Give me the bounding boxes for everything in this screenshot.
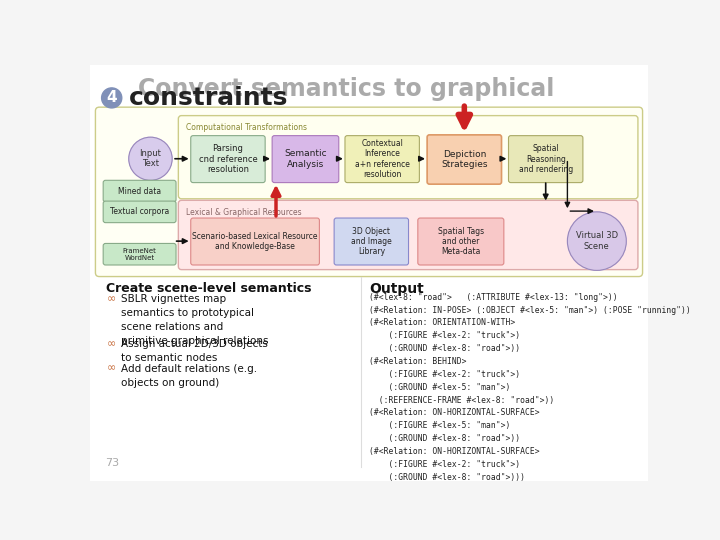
Text: Output: Output xyxy=(369,282,424,296)
Text: Create scene-level semantics: Create scene-level semantics xyxy=(106,282,311,295)
Text: Convert semantics to graphical: Convert semantics to graphical xyxy=(138,77,554,101)
Text: Add default relations (e.g.
objects on ground): Add default relations (e.g. objects on g… xyxy=(121,363,257,388)
FancyBboxPatch shape xyxy=(508,136,583,183)
FancyBboxPatch shape xyxy=(87,62,651,484)
FancyBboxPatch shape xyxy=(427,135,502,184)
FancyBboxPatch shape xyxy=(191,218,320,265)
Text: ∞: ∞ xyxy=(107,294,117,304)
Text: Computational Transformations: Computational Transformations xyxy=(186,123,307,132)
FancyBboxPatch shape xyxy=(345,136,419,183)
Text: ∞: ∞ xyxy=(107,363,117,374)
Text: ∞: ∞ xyxy=(107,339,117,349)
Text: FrameNet
WordNet: FrameNet WordNet xyxy=(122,248,156,261)
FancyBboxPatch shape xyxy=(191,136,265,183)
Text: Depiction
Strategies: Depiction Strategies xyxy=(441,150,487,169)
Text: Textual corpora: Textual corpora xyxy=(110,207,169,217)
Text: 73: 73 xyxy=(106,458,120,468)
Text: SBLR vignettes map
semantics to prototypical
scene relations and
primitive graph: SBLR vignettes map semantics to prototyp… xyxy=(121,294,269,346)
Text: Virtual 3D
Scene: Virtual 3D Scene xyxy=(576,232,618,251)
Text: constraints: constraints xyxy=(129,86,288,110)
Circle shape xyxy=(102,88,122,108)
FancyBboxPatch shape xyxy=(103,180,176,202)
Text: Parsing
cnd reference
resolution: Parsing cnd reference resolution xyxy=(199,144,257,174)
Text: Semantic
Analysis: Semantic Analysis xyxy=(284,150,327,169)
Text: 4: 4 xyxy=(107,90,117,105)
Text: 3D Object
and Image
Library: 3D Object and Image Library xyxy=(351,227,392,256)
Circle shape xyxy=(567,212,626,271)
FancyBboxPatch shape xyxy=(179,116,638,199)
Text: Scenario-based Lexical Resource
and Knowledge-Base: Scenario-based Lexical Resource and Know… xyxy=(192,232,318,251)
Text: Spatial Tags
and other
Meta-data: Spatial Tags and other Meta-data xyxy=(438,227,484,256)
Text: Assign actual 2D/3D objects
to semantic nodes: Assign actual 2D/3D objects to semantic … xyxy=(121,339,268,363)
Text: (#<lex-8: "road">   (:ATTRIBUTE #<lex-13: "long">))
(#<Relation: IN-POSE> (:OBJE: (#<lex-8: "road"> (:ATTRIBUTE #<lex-13: … xyxy=(369,293,690,482)
FancyBboxPatch shape xyxy=(272,136,339,183)
Text: Input
Text: Input Text xyxy=(140,149,161,168)
Text: Contextual
Inference
a+n reference
resolution: Contextual Inference a+n reference resol… xyxy=(355,139,410,179)
FancyBboxPatch shape xyxy=(96,107,642,276)
FancyBboxPatch shape xyxy=(418,218,504,265)
Text: Spatial
Reasoning
and rendering: Spatial Reasoning and rendering xyxy=(518,144,573,174)
FancyBboxPatch shape xyxy=(103,244,176,265)
Circle shape xyxy=(129,137,172,180)
FancyBboxPatch shape xyxy=(103,201,176,222)
FancyBboxPatch shape xyxy=(179,200,638,269)
Text: Lexical & Graphical Resources: Lexical & Graphical Resources xyxy=(186,208,302,217)
Text: Mined data: Mined data xyxy=(118,187,161,195)
FancyBboxPatch shape xyxy=(334,218,408,265)
